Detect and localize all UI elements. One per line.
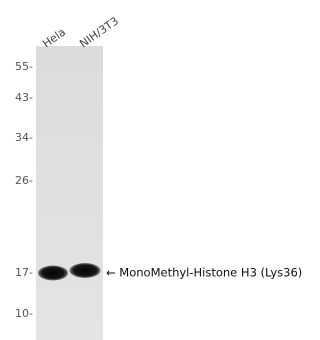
- band: [38, 266, 68, 281]
- gel: [36, 46, 103, 340]
- marker-label: 26-: [15, 174, 33, 187]
- blot-figure: Hela NIH/3T3 55- 43- 34- 26- 17- 10- ← M…: [0, 0, 318, 340]
- band-label: ← MonoMethyl-Histone H3 (Lys36): [106, 266, 302, 280]
- marker-label: 34-: [15, 131, 33, 144]
- band: [70, 263, 101, 278]
- marker-label: 43-: [15, 91, 33, 104]
- lane-label: NIH/3T3: [77, 14, 121, 50]
- marker-label: 55-: [15, 60, 33, 73]
- marker-label: 17-: [15, 266, 33, 279]
- marker-label: 10-: [15, 307, 33, 320]
